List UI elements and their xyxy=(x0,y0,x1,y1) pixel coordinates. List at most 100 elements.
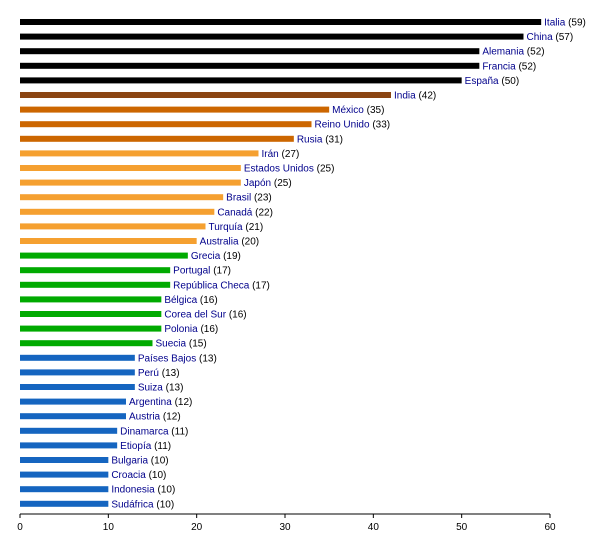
bar-label-name: Sudáfrica xyxy=(111,499,156,510)
bar-value-label: (16) xyxy=(200,324,218,335)
bar-value-label: (12) xyxy=(175,397,193,408)
bar-value-label: (52) xyxy=(527,47,545,58)
bar-label-18: República Checa (17) xyxy=(173,280,270,291)
bar-label-2: Alemania (52) xyxy=(482,47,544,58)
x-tick-label-5: 50 xyxy=(456,522,468,533)
bar-labels-layer: Italia (59)China (57)Alemania (52)Franci… xyxy=(111,18,586,511)
bar-value-label: (17) xyxy=(213,266,231,277)
bar-value-label: (50) xyxy=(501,76,519,87)
bar-value-label: (42) xyxy=(418,91,436,102)
bar-value-label: (33) xyxy=(372,120,390,131)
bars-layer xyxy=(20,19,542,507)
bar-27 xyxy=(20,413,126,420)
bar-13 xyxy=(20,208,215,215)
x-tick-label-4: 40 xyxy=(368,522,380,533)
bar-4 xyxy=(20,77,462,84)
bar-value-label: (25) xyxy=(274,178,292,189)
bar-3 xyxy=(20,62,480,69)
bar-17 xyxy=(20,267,171,274)
bar-15 xyxy=(20,238,197,244)
bar-14 xyxy=(20,223,206,230)
bar-label-name: Japón xyxy=(244,178,274,189)
bar-label-30: Bulgaria (10) xyxy=(111,456,168,467)
bar-value-label: (11) xyxy=(171,426,188,437)
bar-8 xyxy=(20,135,294,142)
bar-label-name: Suecia xyxy=(156,339,189,350)
bar-label-8: Rusia (31) xyxy=(297,134,343,145)
x-axis: 0 10 20 30 40 50 60 xyxy=(17,513,556,533)
bar-value-label: (27) xyxy=(282,149,300,160)
bar-24 xyxy=(20,369,135,376)
bar-10 xyxy=(20,165,241,171)
bar-label-32: Indonesia (10) xyxy=(111,485,175,496)
bar-label-23: Países Bajos (13) xyxy=(138,353,217,364)
bar-label-name: Australia xyxy=(200,237,242,248)
bar-label-name: Dinamarca xyxy=(120,426,171,437)
bar-label-name: Rusia xyxy=(297,134,325,145)
bar-label-25: Suiza (13) xyxy=(138,383,184,394)
bar-value-label: (59) xyxy=(568,18,586,29)
bar-label-3: Francia (52) xyxy=(482,61,536,72)
bar-7 xyxy=(20,121,312,128)
bar-label-22: Suecia (15) xyxy=(156,339,207,350)
bar-label-name: Italia xyxy=(544,18,568,29)
bar-value-label: (13) xyxy=(162,368,180,379)
bar-label-21: Polonia (16) xyxy=(164,324,218,335)
bar-value-label: (16) xyxy=(229,310,247,321)
bar-label-name: Portugal xyxy=(173,266,213,277)
bar-label-20: Corea del Sur (16) xyxy=(164,310,246,321)
bar-value-label: (22) xyxy=(255,207,273,218)
bar-label-name: Suiza xyxy=(138,383,166,394)
bar-value-label: (17) xyxy=(252,280,270,291)
bar-label-12: Brasil (23) xyxy=(226,193,272,204)
bar-11 xyxy=(20,179,241,186)
bar-value-label: (19) xyxy=(223,251,241,262)
bar-label-15: Australia (20) xyxy=(200,237,259,248)
bar-label-17: Portugal (17) xyxy=(173,266,231,277)
bar-25 xyxy=(20,384,135,390)
bar-label-27: Austria (12) xyxy=(129,412,181,423)
bar-label-name: España xyxy=(465,76,502,87)
bar-label-name: Bulgaria xyxy=(111,456,150,467)
bar-label-7: Reino Unido (33) xyxy=(315,120,391,131)
bar-label-29: Etiopía (11) xyxy=(120,441,171,452)
bar-label-name: Turquía xyxy=(209,222,246,233)
bar-value-label: (21) xyxy=(245,222,263,233)
bar-2 xyxy=(20,48,480,55)
bar-value-label: (23) xyxy=(254,193,272,204)
bar-label-31: Croacia (10) xyxy=(111,470,166,481)
bar-label-16: Grecia (19) xyxy=(191,251,241,262)
bar-value-label: (11) xyxy=(154,441,171,452)
bar-label-name: Países Bajos xyxy=(138,353,199,364)
bar-33 xyxy=(20,500,109,507)
bar-label-name: Irán xyxy=(262,149,282,160)
bar-21 xyxy=(20,325,162,332)
bar-label-name: Alemania xyxy=(482,47,526,58)
bar-28 xyxy=(20,427,118,434)
bar-12 xyxy=(20,194,224,201)
bar-label-name: India xyxy=(394,91,418,102)
bar-label-4: España (50) xyxy=(465,76,519,87)
bar-label-name: Polonia xyxy=(164,324,200,335)
bar-value-label: (10) xyxy=(156,499,174,510)
bar-label-24: Perú (13) xyxy=(138,368,180,379)
bar-16 xyxy=(20,252,188,259)
x-tick-label-2: 20 xyxy=(191,522,203,533)
bar-label-name: Argentina xyxy=(129,397,175,408)
bar-value-label: (57) xyxy=(555,32,573,43)
bar-label-name: Etiopía xyxy=(120,441,154,452)
bar-value-label: (10) xyxy=(157,485,175,496)
bar-23 xyxy=(20,354,135,361)
bar-label-name: Grecia xyxy=(191,251,223,262)
bar-20 xyxy=(20,311,162,317)
bar-label-name: República Checa xyxy=(173,280,252,291)
bar-value-label: (10) xyxy=(149,470,167,481)
bar-value-label: (35) xyxy=(367,105,385,116)
bar-value-label: (13) xyxy=(166,383,184,394)
bar-label-name: Perú xyxy=(138,368,162,379)
bar-6 xyxy=(20,106,330,113)
bar-value-label: (25) xyxy=(317,164,335,175)
bar-label-name: México xyxy=(332,105,366,116)
bar-9 xyxy=(20,150,259,157)
bar-label-33: Sudáfrica (10) xyxy=(111,499,174,510)
